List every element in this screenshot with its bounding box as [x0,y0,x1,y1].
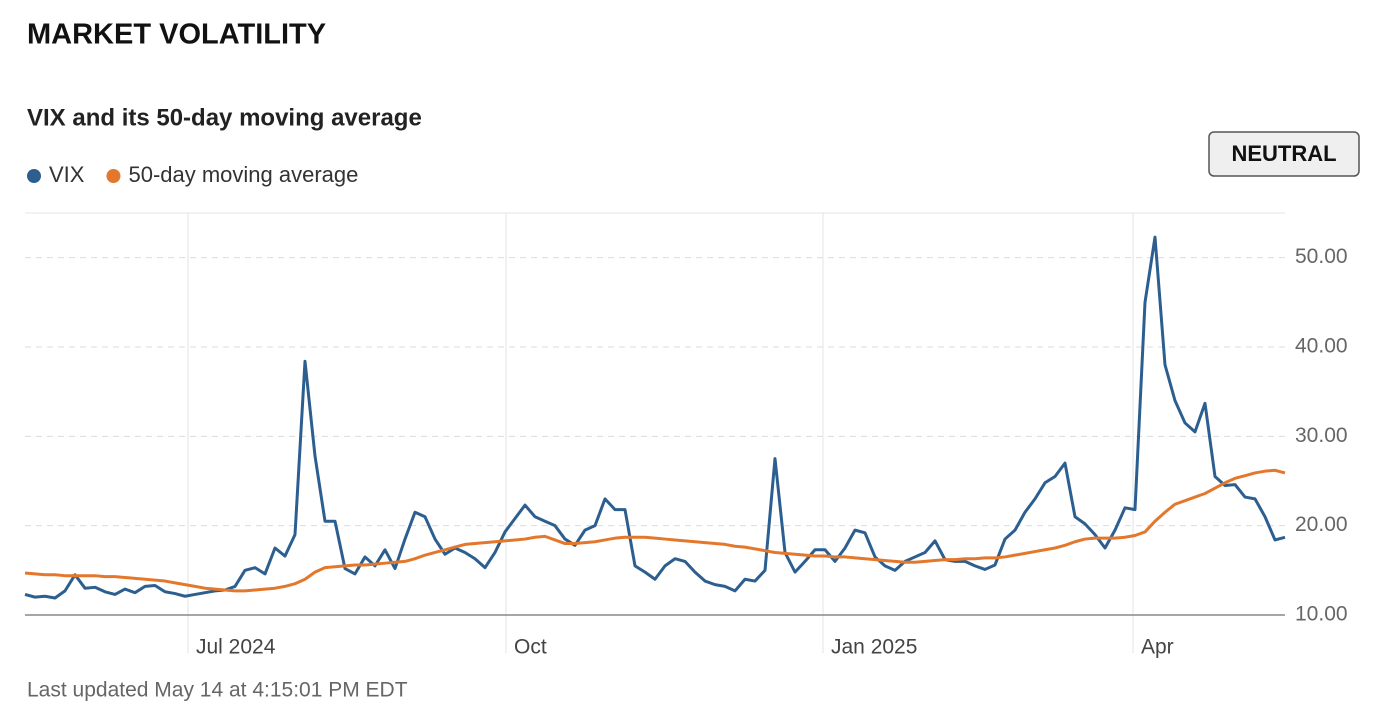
footer: Last updated May 14 at 4:15:01 PM EDT [27,679,408,702]
badge-box [1208,131,1360,177]
chart-title: VIX and its 50-day moving average [27,104,422,131]
x-tick-label: Jul 2024 [196,636,276,659]
x-tick-label: Jan 2025 [831,636,917,659]
series-line [24,468,1286,593]
legend-label: 50-day moving average [128,162,358,187]
y-tick-label: 40.00 [1295,335,1348,358]
legend-dot [27,169,41,183]
legend-dot [106,169,121,183]
y-tick-label: 30.00 [1295,424,1348,447]
x-tick-label: Apr [1141,636,1174,659]
series-line [24,235,1286,600]
y-tick-label: 50.00 [1295,245,1348,268]
x-tick-label: Oct [514,636,547,659]
header: MARKET VOLATILITY [27,19,326,51]
y-tick-label: 10.00 [1295,603,1348,626]
legend-label: VIX [49,162,85,187]
badge: NEUTRAL [1231,141,1336,166]
y-tick-label: 20.00 [1295,513,1348,536]
